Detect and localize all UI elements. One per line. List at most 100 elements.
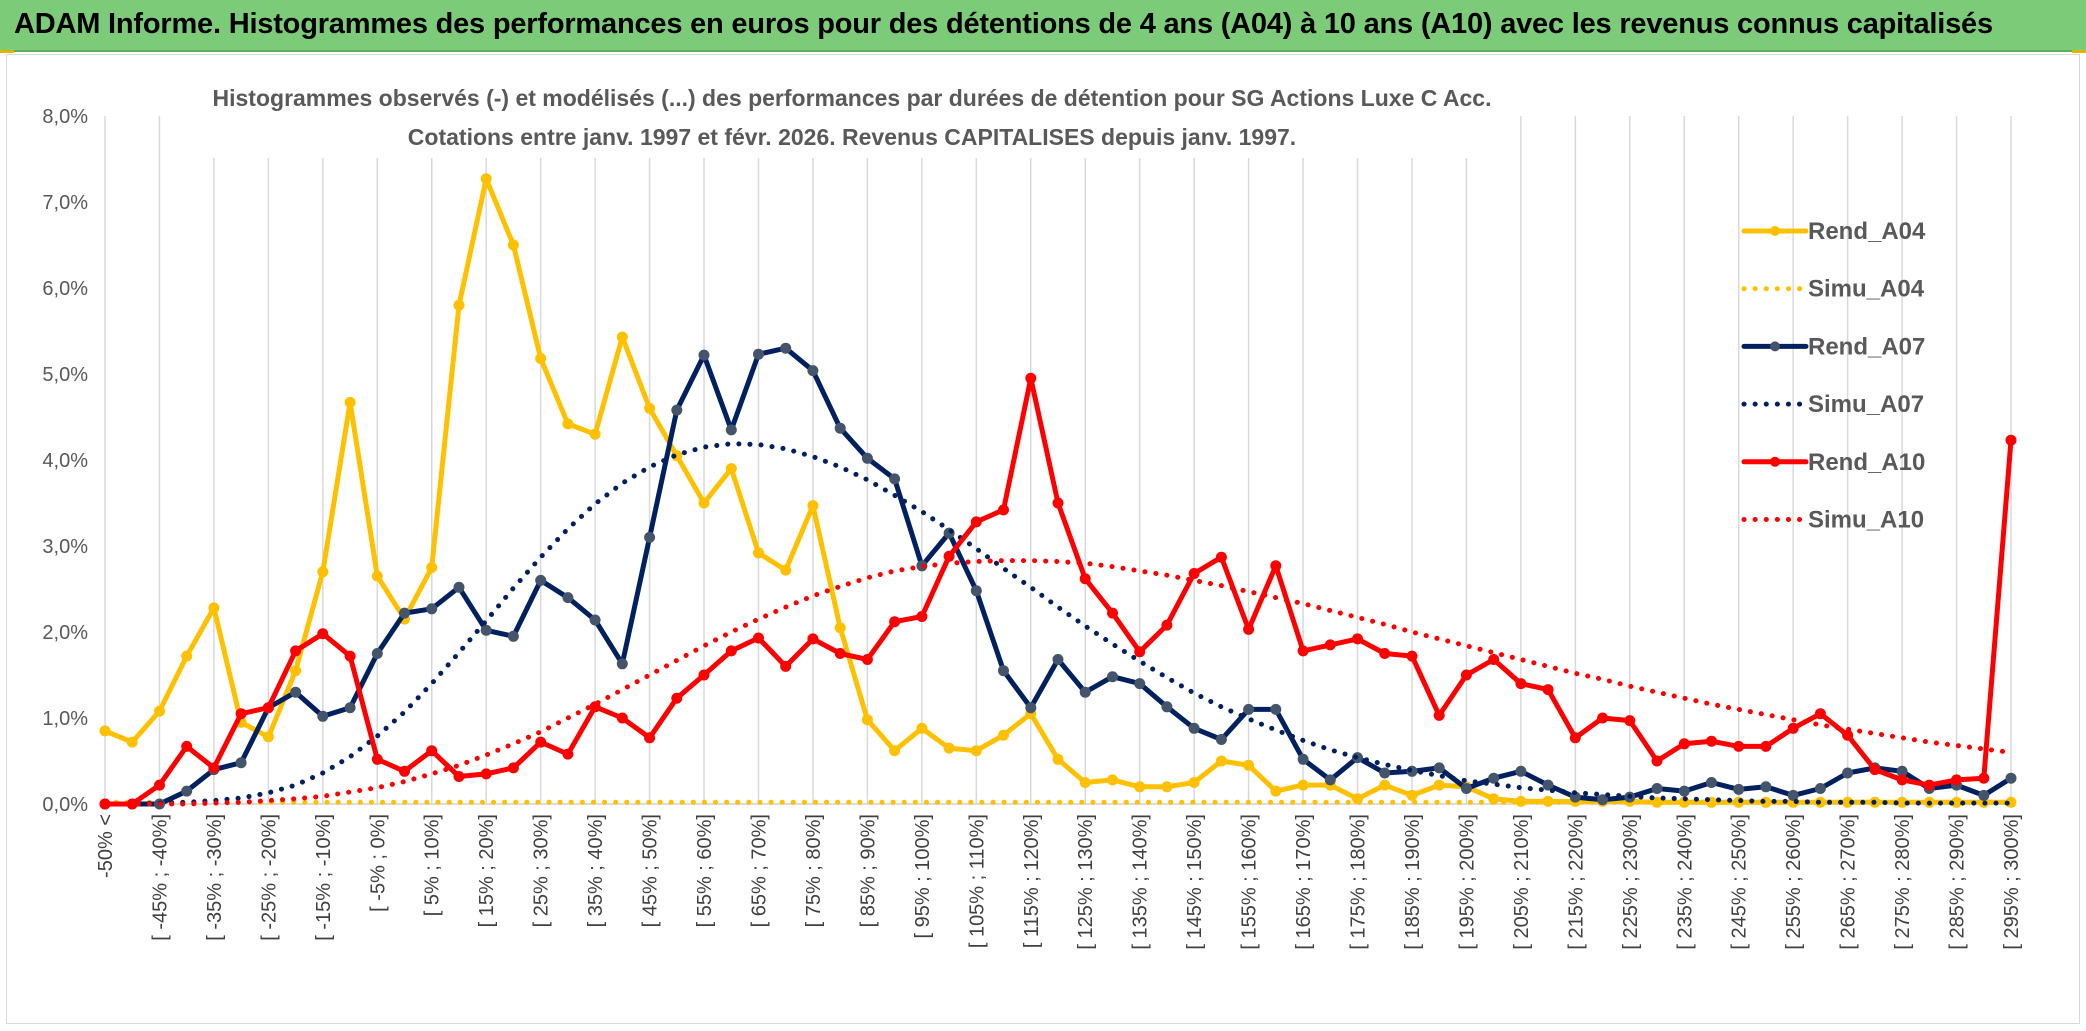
data-point <box>1379 767 1391 779</box>
data-point <box>1706 735 1717 747</box>
data-point <box>998 665 1009 677</box>
data-point <box>235 757 247 769</box>
data-point <box>181 740 193 752</box>
data-point <box>998 729 1009 741</box>
data-point <box>1787 789 1799 801</box>
data-point <box>2005 772 2017 784</box>
data-point <box>1896 774 1908 786</box>
data-point <box>562 748 574 760</box>
x-tick-label: [ 105% ; 110%] <box>966 814 988 948</box>
data-point <box>208 602 220 614</box>
data-point <box>1352 633 1363 645</box>
data-point <box>562 592 574 604</box>
x-tick-label: [ -25% ; -20%] <box>258 814 280 941</box>
data-point <box>1270 703 1282 715</box>
data-point <box>453 299 465 311</box>
data-point <box>507 239 519 251</box>
data-point <box>262 702 274 714</box>
x-tick-label: [ 205% ; 210%] <box>1511 814 1533 950</box>
data-point <box>1079 573 1091 585</box>
x-tick-label: [ 145% ; 150%] <box>1184 814 1206 950</box>
data-point <box>725 463 737 475</box>
data-point <box>834 622 846 634</box>
data-point <box>1515 678 1527 690</box>
data-point <box>535 574 547 586</box>
x-tick-label: [ 165% ; 170%] <box>1293 814 1315 950</box>
data-point <box>861 452 873 464</box>
data-point <box>290 686 302 698</box>
data-point <box>1270 560 1282 572</box>
y-tick-label: 0,0% <box>42 794 88 816</box>
data-point <box>644 531 656 543</box>
x-tick-label: [ 15% ; 20%] <box>476 814 498 927</box>
data-point <box>753 547 764 559</box>
data-point <box>889 745 901 757</box>
data-point <box>1460 669 1472 681</box>
legend-marker <box>1770 226 1780 236</box>
data-point <box>780 564 792 576</box>
data-point <box>480 624 492 636</box>
legend-marker <box>1770 456 1780 467</box>
data-point <box>943 550 955 562</box>
series-line-simu_a10 <box>102 558 2014 807</box>
data-point <box>426 603 438 615</box>
data-point <box>1243 703 1255 715</box>
data-point <box>1869 764 1881 776</box>
data-point <box>1379 779 1391 791</box>
data-point <box>1025 372 1037 384</box>
legend: Rend_A04 Simu_A04 Rend_A07 Simu_A07 Rend_A10… <box>1741 218 1926 534</box>
data-point <box>1842 729 1854 741</box>
data-point <box>317 566 329 578</box>
data-point <box>589 614 601 626</box>
data-point <box>698 497 710 509</box>
data-point <box>970 585 982 597</box>
data-point <box>1052 753 1064 765</box>
frame-corner-left <box>0 50 14 53</box>
grid-lines <box>104 116 2012 805</box>
data-point <box>589 428 601 440</box>
data-point <box>1733 740 1745 752</box>
x-tick-label: [ 65% ; 70%] <box>748 814 770 927</box>
data-point <box>1678 785 1690 797</box>
data-point <box>998 504 1009 516</box>
data-point <box>1243 759 1255 771</box>
data-point <box>861 654 873 665</box>
data-point <box>562 418 574 430</box>
x-tick-label: [ 125% ; 130%] <box>1075 814 1097 950</box>
x-tick-label: [ 55% ; 60%] <box>694 814 716 927</box>
data-point <box>1951 774 1962 786</box>
data-point <box>1324 774 1336 786</box>
data-point <box>99 725 111 737</box>
data-point <box>1542 779 1554 791</box>
x-tick-label: [ -45% ; -40%] <box>149 814 171 941</box>
data-point <box>671 692 683 704</box>
data-point <box>262 731 274 743</box>
data-point <box>1814 708 1826 720</box>
data-point <box>344 650 356 662</box>
x-tick-label: [ 295% ; 300%] <box>2001 814 2023 950</box>
data-point <box>1215 755 1227 767</box>
data-point <box>1597 794 1609 806</box>
data-point <box>1215 551 1227 563</box>
data-point <box>1079 686 1091 698</box>
data-point <box>535 353 547 364</box>
data-point <box>889 473 901 485</box>
data-point <box>371 648 383 659</box>
data-point <box>1733 783 1745 795</box>
data-point <box>616 712 628 724</box>
data-point <box>154 779 165 791</box>
data-point <box>1460 783 1472 794</box>
data-point <box>616 658 628 670</box>
y-tick-label: 3,0% <box>42 536 88 558</box>
chart-title: Histogrammes observés (-) et modélisés (… <box>213 85 1492 111</box>
data-point <box>399 765 410 777</box>
series-lines <box>99 173 2017 810</box>
banner-title: ADAM Informe. Histogrammes des performan… <box>14 8 1993 40</box>
chart-subtitle: Cotations entre janv. 1997 et févr. 2026… <box>408 124 1296 150</box>
data-point <box>453 771 465 782</box>
data-point <box>780 660 792 672</box>
data-point <box>1651 783 1663 794</box>
x-tick-label: [ 265% ; 270%] <box>1838 814 1860 950</box>
data-point <box>1134 781 1146 793</box>
